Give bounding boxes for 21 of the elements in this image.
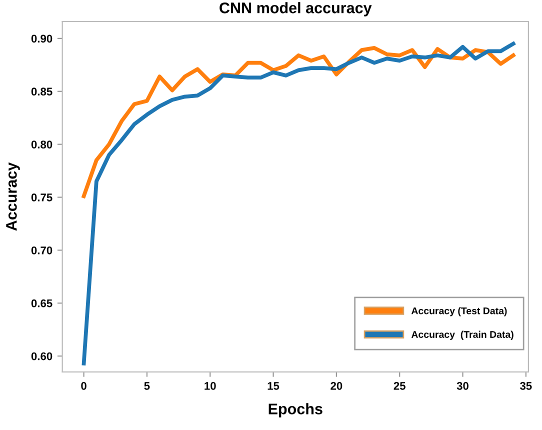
x-tick-label: 20 bbox=[330, 382, 342, 390]
y-tick-label: 0.85 bbox=[31, 88, 52, 96]
y-tick-label: 0.65 bbox=[31, 299, 52, 308]
x-tick-label: 10 bbox=[204, 382, 216, 390]
legend-label: Accuracy (Test Data) bbox=[411, 307, 507, 316]
x-axis-title: Epochs bbox=[268, 403, 322, 418]
x-tick-label: 15 bbox=[268, 382, 280, 390]
y-tick-label: 0.75 bbox=[31, 194, 52, 202]
x-tick-label: 5 bbox=[144, 382, 150, 390]
line-series bbox=[82, 42, 516, 366]
x-tick-label: 0 bbox=[81, 382, 86, 390]
y-tick-label: 0.80 bbox=[31, 140, 52, 148]
x-tick-label: 30 bbox=[456, 382, 468, 390]
y-axis-title: Accuracy bbox=[6, 162, 20, 231]
chart-title: CNN model accuracy bbox=[220, 2, 372, 16]
x-tick-label: 35 bbox=[520, 382, 532, 390]
y-tick-label: 0.90 bbox=[31, 34, 52, 43]
y-tick-label: 0.60 bbox=[31, 352, 52, 360]
x-tick-label: 25 bbox=[394, 382, 406, 390]
y-tick-label: 0.70 bbox=[31, 246, 52, 254]
legend-label: Accuracy (Train Data) bbox=[411, 330, 514, 340]
